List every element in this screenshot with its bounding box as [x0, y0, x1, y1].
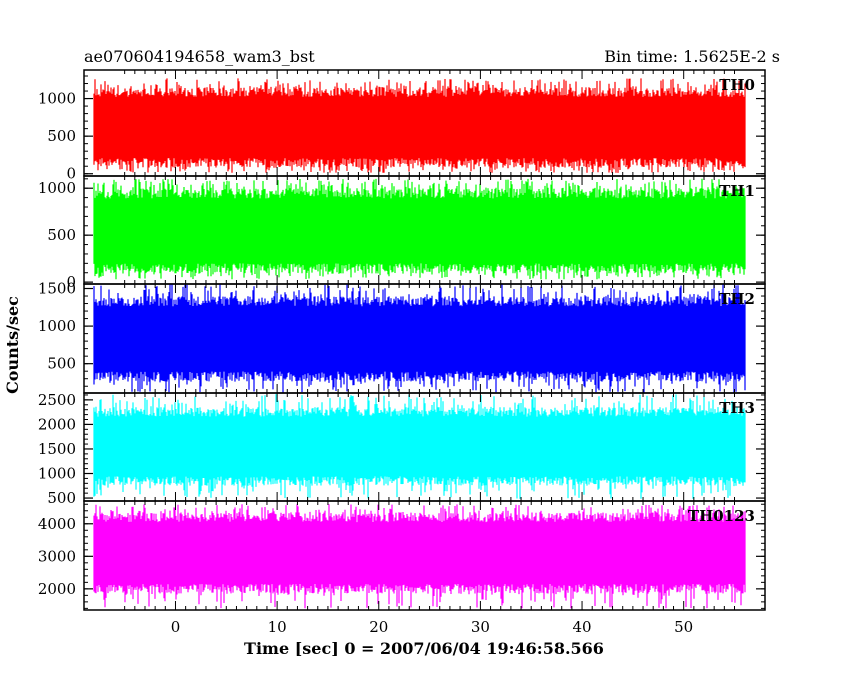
y-tick-label: 1500 [38, 440, 76, 458]
y-tick-label: 500 [47, 355, 76, 373]
y-tick-label: 1000 [38, 465, 76, 483]
x-tick-label: 50 [674, 618, 693, 636]
y-tick-label: 2000 [38, 415, 76, 433]
y-tick-label: 1500 [38, 280, 76, 298]
x-tick-label: 20 [369, 618, 388, 636]
series-th2 [93, 284, 746, 393]
series-th0 [93, 78, 746, 173]
y-tick-label: 4000 [38, 515, 76, 533]
panel-label: TH0 [719, 76, 755, 94]
series-th3 [93, 394, 746, 499]
panel-label: TH3 [719, 399, 755, 417]
panel-frame-th0123 [83, 500, 766, 611]
panel-label: TH0123 [688, 507, 755, 525]
y-tick-label: 2000 [38, 580, 76, 598]
x-tick-label: 30 [471, 618, 490, 636]
y-tick-label: 3000 [38, 547, 76, 565]
x-tick-label: 0 [171, 618, 181, 636]
y-tick-label: 500 [47, 127, 76, 145]
y-tick-label: 0 [66, 273, 76, 291]
x-tick-label: 40 [572, 618, 591, 636]
y-tick-label: 2500 [38, 391, 76, 409]
series-th1 [93, 178, 746, 280]
series-th0123 [93, 504, 746, 609]
y-tick-label: 500 [47, 489, 76, 507]
chart-title: ae070604194658_wam3_bst [84, 47, 315, 66]
panel-label: TH2 [719, 290, 755, 308]
y-tick-label: 1000 [38, 179, 76, 197]
x-tick-label: 10 [268, 618, 287, 636]
panel-label: TH1 [719, 182, 755, 200]
x-axis-label: Time [sec] 0 = 2007/06/04 19:46:58.566 [244, 639, 604, 658]
y-tick-label: 0 [66, 165, 76, 183]
y-tick-label: 500 [47, 226, 76, 244]
y-axis-label: Counts/sec [3, 296, 22, 394]
y-tick-label: 1000 [38, 317, 76, 335]
y-tick-label: 1000 [38, 90, 76, 108]
bin-time-label: Bin time: 1.5625E-2 s [604, 47, 780, 66]
